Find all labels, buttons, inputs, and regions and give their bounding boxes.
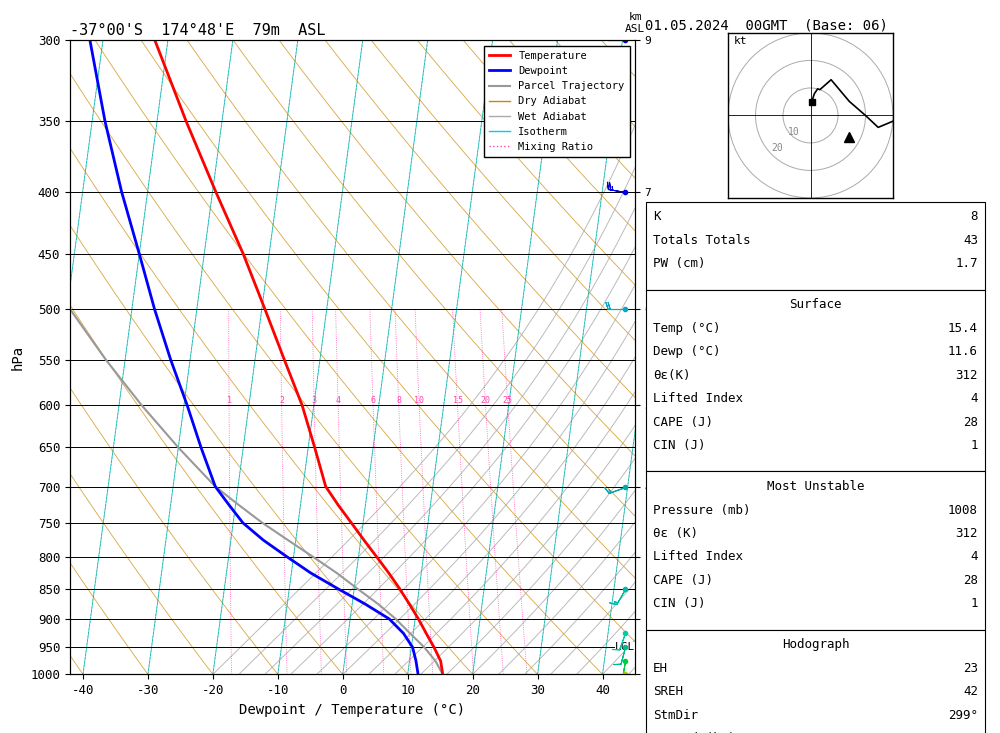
Text: 25: 25 xyxy=(503,397,513,405)
Y-axis label: hPa: hPa xyxy=(11,345,25,370)
Text: 20: 20 xyxy=(772,144,783,153)
Text: 15.4: 15.4 xyxy=(948,322,978,335)
Y-axis label: Mixing Ratio (g/kg): Mixing Ratio (g/kg) xyxy=(657,293,667,421)
Text: 312: 312 xyxy=(956,527,978,540)
X-axis label: Dewpoint / Temperature (°C): Dewpoint / Temperature (°C) xyxy=(239,703,466,717)
Text: Surface: Surface xyxy=(789,298,842,312)
Text: Lifted Index: Lifted Index xyxy=(653,392,743,405)
Text: Lifted Index: Lifted Index xyxy=(653,550,743,564)
Text: -37°00'S  174°48'E  79m  ASL: -37°00'S 174°48'E 79m ASL xyxy=(70,23,326,38)
Text: kt: kt xyxy=(734,36,747,46)
Text: 1: 1 xyxy=(227,397,232,405)
Text: θε(K): θε(K) xyxy=(653,369,690,382)
Text: CIN (J): CIN (J) xyxy=(653,439,706,452)
Text: 28: 28 xyxy=(963,574,978,587)
Text: 43: 43 xyxy=(963,234,978,247)
Text: 28: 28 xyxy=(963,416,978,429)
Text: CAPE (J): CAPE (J) xyxy=(653,574,713,587)
Text: 3: 3 xyxy=(312,397,317,405)
Text: Pressure (mb): Pressure (mb) xyxy=(653,504,750,517)
Text: 10: 10 xyxy=(414,397,424,405)
Text: 8: 8 xyxy=(396,397,401,405)
Text: SREH: SREH xyxy=(653,685,683,699)
Text: 312: 312 xyxy=(956,369,978,382)
Text: Hodograph: Hodograph xyxy=(782,638,849,652)
Text: 20: 20 xyxy=(481,397,491,405)
Text: 42: 42 xyxy=(963,685,978,699)
Text: 15: 15 xyxy=(453,397,463,405)
Text: Dewp (°C): Dewp (°C) xyxy=(653,345,720,358)
Text: 1.7: 1.7 xyxy=(956,257,978,270)
Text: K: K xyxy=(653,210,660,224)
Legend: Temperature, Dewpoint, Parcel Trajectory, Dry Adiabat, Wet Adiabat, Isotherm, Mi: Temperature, Dewpoint, Parcel Trajectory… xyxy=(484,45,630,157)
Text: 4: 4 xyxy=(970,550,978,564)
Text: 23: 23 xyxy=(963,662,978,675)
Text: 4: 4 xyxy=(970,392,978,405)
Text: 8: 8 xyxy=(970,210,978,224)
Text: LCL: LCL xyxy=(615,642,635,652)
Text: 1008: 1008 xyxy=(948,504,978,517)
Text: 10: 10 xyxy=(788,127,800,137)
Text: 2: 2 xyxy=(279,397,284,405)
Text: EH: EH xyxy=(653,662,668,675)
Text: Temp (°C): Temp (°C) xyxy=(653,322,720,335)
Text: StmDir: StmDir xyxy=(653,709,698,722)
Text: 1: 1 xyxy=(970,439,978,452)
Text: θε (K): θε (K) xyxy=(653,527,698,540)
Text: CAPE (J): CAPE (J) xyxy=(653,416,713,429)
Text: 11.6: 11.6 xyxy=(948,345,978,358)
Text: Most Unstable: Most Unstable xyxy=(767,480,864,493)
Text: km
ASL: km ASL xyxy=(625,12,645,34)
Text: 6: 6 xyxy=(371,397,376,405)
Text: StmSpd (kt): StmSpd (kt) xyxy=(653,732,736,733)
Text: Totals Totals: Totals Totals xyxy=(653,234,750,247)
Text: 299°: 299° xyxy=(948,709,978,722)
Text: 16: 16 xyxy=(963,732,978,733)
Text: 01.05.2024  00GMT  (Base: 06): 01.05.2024 00GMT (Base: 06) xyxy=(645,18,888,32)
Text: 1: 1 xyxy=(970,597,978,611)
Text: PW (cm): PW (cm) xyxy=(653,257,706,270)
Text: 4: 4 xyxy=(336,397,341,405)
Text: CIN (J): CIN (J) xyxy=(653,597,706,611)
